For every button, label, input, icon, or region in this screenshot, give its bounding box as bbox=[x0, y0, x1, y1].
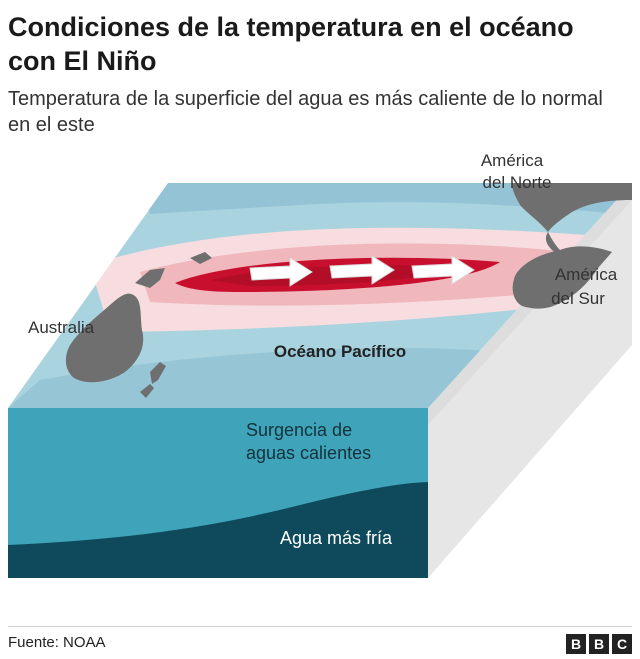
cold-water-layer bbox=[8, 482, 428, 578]
label-south-america: América bbox=[555, 265, 618, 284]
logo-letter: C bbox=[612, 634, 632, 654]
north-america-landmass bbox=[512, 183, 632, 232]
chart-subtitle: Temperatura de la superficie del agua es… bbox=[8, 88, 603, 136]
logo-letter: B bbox=[589, 634, 609, 654]
north-cool-band bbox=[140, 183, 632, 215]
footer-divider bbox=[8, 626, 632, 627]
ocean-block-diagram: América del Norte América del Sur Austra… bbox=[8, 151, 632, 578]
label-warm-upwelling: Surgencia de bbox=[246, 420, 352, 440]
logo-letter: B bbox=[566, 634, 586, 654]
eastward-current-arrows bbox=[249, 255, 475, 287]
label-australia: Australia bbox=[28, 318, 95, 337]
chart-title: Condiciones de la temperatura en el océa… bbox=[8, 12, 574, 76]
new-zealand-landmass bbox=[140, 362, 166, 398]
label-cold-water: Agua más fría bbox=[280, 528, 393, 548]
source-note: Fuente: NOAA bbox=[8, 634, 106, 651]
bbc-logo: B B C bbox=[566, 634, 632, 654]
australia-landmass bbox=[65, 293, 144, 383]
label-warm-upwelling-2: aguas calientes bbox=[246, 443, 371, 463]
arrow-icon bbox=[329, 255, 395, 285]
asia-islands bbox=[135, 252, 212, 288]
label-north-america: América bbox=[481, 151, 544, 170]
label-north-america-2: del Norte bbox=[483, 173, 552, 192]
arrow-icon bbox=[411, 255, 475, 285]
label-south-america-2: del Sur bbox=[551, 289, 605, 308]
label-pacific-ocean: Océano Pacífico bbox=[274, 342, 406, 361]
arrow-icon bbox=[249, 257, 313, 287]
south-america-landmass bbox=[512, 246, 612, 309]
